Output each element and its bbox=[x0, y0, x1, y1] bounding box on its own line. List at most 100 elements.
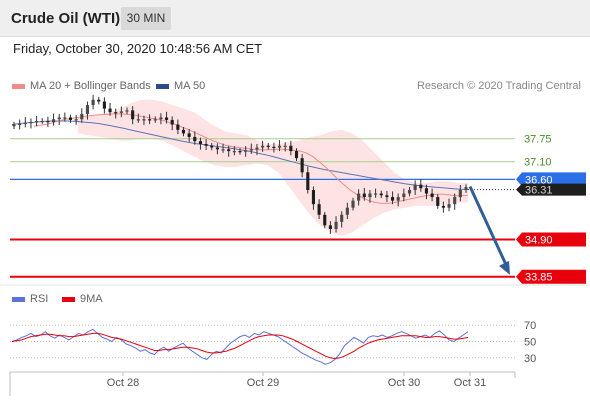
candle-body bbox=[136, 119, 140, 121]
candle bbox=[345, 202, 349, 220]
candle bbox=[142, 115, 146, 125]
candle bbox=[119, 106, 123, 118]
candle bbox=[390, 191, 395, 205]
current-price-tag bbox=[516, 183, 586, 196]
candle-body bbox=[334, 221, 338, 229]
candle-body bbox=[244, 150, 248, 152]
candle bbox=[249, 143, 253, 154]
candle-body bbox=[164, 117, 169, 120]
candle bbox=[419, 179, 423, 192]
candle-body bbox=[362, 193, 366, 198]
9ma-label: 9MA bbox=[80, 293, 103, 305]
timeframe-button[interactable]: 30 MIN bbox=[121, 7, 171, 30]
candle-body bbox=[368, 193, 372, 198]
candle bbox=[193, 131, 197, 145]
candle bbox=[46, 116, 50, 128]
candle bbox=[136, 113, 140, 123]
candle bbox=[148, 114, 152, 125]
level-label-33.85: 33.85 bbox=[525, 272, 553, 284]
candle bbox=[362, 187, 366, 201]
candle-body bbox=[385, 195, 389, 198]
candle-body bbox=[221, 149, 225, 151]
rsi-line bbox=[11, 328, 469, 365]
candle-body bbox=[215, 147, 219, 150]
candle bbox=[131, 106, 135, 125]
candle bbox=[458, 185, 462, 202]
candle bbox=[29, 118, 33, 129]
candle bbox=[164, 111, 169, 124]
candle bbox=[80, 108, 84, 123]
candle-body bbox=[51, 119, 56, 123]
candle bbox=[74, 114, 78, 125]
candle-body bbox=[80, 113, 84, 120]
candle-body bbox=[159, 117, 163, 120]
candle bbox=[23, 117, 27, 128]
level-label-34.90: 34.90 bbox=[525, 235, 553, 247]
candle-body bbox=[176, 124, 180, 130]
candle bbox=[464, 184, 468, 193]
timestamp: Friday, October 30, 2020 10:48:56 AM CET bbox=[13, 41, 263, 56]
candle-body bbox=[18, 123, 22, 126]
candle bbox=[430, 188, 434, 202]
candle-body bbox=[277, 145, 282, 148]
candle-body bbox=[23, 122, 27, 124]
candle-body bbox=[204, 144, 208, 146]
candle-body bbox=[396, 197, 400, 201]
forecast-arrow-head bbox=[499, 260, 510, 275]
candle-body bbox=[148, 119, 152, 121]
candle-body bbox=[74, 119, 78, 121]
current-price-label: 36.31 bbox=[525, 185, 553, 197]
candle-body bbox=[35, 121, 39, 123]
candle bbox=[181, 127, 186, 137]
candle bbox=[244, 146, 248, 157]
x-tick-label-Oct-28: Oct 28 bbox=[107, 377, 139, 389]
candle bbox=[413, 180, 417, 195]
level-label-36.60: 36.60 bbox=[525, 174, 553, 186]
candle bbox=[283, 142, 287, 152]
candle-body bbox=[40, 121, 44, 123]
rsi-tick-label-30: 30 bbox=[524, 353, 536, 365]
level-label-37.10: 37.10 bbox=[524, 157, 552, 169]
candle bbox=[198, 137, 203, 150]
chart-title: Crude Oil (WTI) bbox=[11, 10, 121, 27]
candle-body bbox=[249, 149, 253, 151]
candle bbox=[328, 221, 332, 234]
candle bbox=[323, 211, 327, 229]
candle bbox=[153, 116, 157, 123]
candle bbox=[12, 121, 16, 130]
candle bbox=[396, 193, 400, 207]
rsi-label: RSI bbox=[30, 293, 49, 305]
candle-body bbox=[300, 158, 304, 173]
candle bbox=[266, 142, 270, 150]
candle-body bbox=[390, 197, 395, 201]
candle-body bbox=[97, 99, 101, 102]
candle-body bbox=[29, 122, 33, 124]
candle bbox=[402, 188, 406, 202]
candle-body bbox=[91, 99, 95, 106]
9ma-swatch bbox=[62, 296, 75, 302]
candle-body bbox=[407, 190, 412, 194]
candle-body bbox=[261, 145, 265, 148]
candle-body bbox=[142, 119, 146, 121]
candle bbox=[351, 197, 355, 211]
x-tick-label-Oct-31: Oct 31 bbox=[454, 377, 486, 389]
candle-body bbox=[413, 184, 417, 190]
candle bbox=[300, 153, 304, 178]
candle bbox=[272, 142, 276, 153]
candle-body bbox=[63, 117, 67, 119]
candle bbox=[334, 216, 338, 233]
legend-ma50: MA 50 bbox=[156, 80, 205, 92]
candle-body bbox=[317, 204, 321, 215]
candle-body bbox=[436, 197, 440, 206]
candle-body bbox=[294, 151, 299, 159]
candle bbox=[447, 198, 451, 212]
candle-body bbox=[153, 119, 157, 121]
rsi-swatch bbox=[12, 296, 25, 302]
candle-body bbox=[441, 205, 445, 208]
candle bbox=[210, 142, 214, 151]
candle-body bbox=[85, 105, 90, 114]
level-label-37.75: 37.75 bbox=[524, 134, 552, 146]
candle bbox=[159, 113, 163, 125]
candle bbox=[204, 139, 208, 151]
